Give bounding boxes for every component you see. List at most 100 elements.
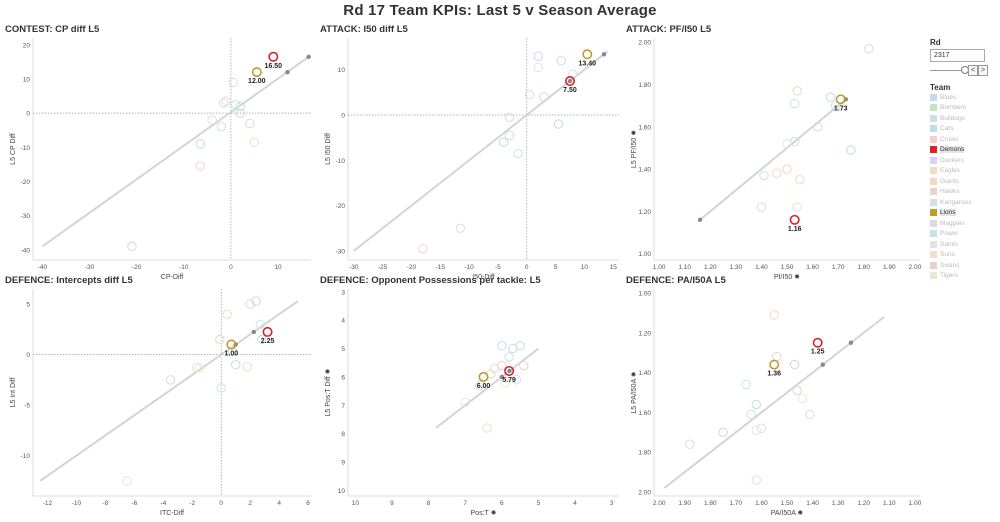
legend-item-blues[interactable]: Blues xyxy=(930,92,998,103)
season-average-dot[interactable] xyxy=(567,78,573,84)
team-point-lions[interactable] xyxy=(582,49,593,60)
team-point-kangaroos[interactable] xyxy=(511,375,522,385)
legend-item-lions[interactable]: Lions xyxy=(930,208,998,219)
team-point-giants[interactable] xyxy=(191,363,202,373)
season-average-dot[interactable] xyxy=(251,329,257,335)
team-point-lions[interactable] xyxy=(226,339,237,350)
team-point-magpies[interactable] xyxy=(455,223,466,233)
team-point-lions[interactable] xyxy=(769,359,780,370)
season-average-dot[interactable] xyxy=(601,52,607,57)
team-point-power[interactable] xyxy=(255,319,266,330)
rd-next-button[interactable]: > xyxy=(978,65,988,76)
team-point-blues[interactable] xyxy=(825,92,836,102)
team-point-swans[interactable] xyxy=(556,55,567,66)
team-point-crows[interactable] xyxy=(418,243,428,254)
team-point-cats[interactable] xyxy=(498,137,509,147)
team-point-saints[interactable] xyxy=(782,139,792,149)
team-point-blues[interactable] xyxy=(533,51,543,61)
team-point-demons[interactable] xyxy=(564,76,575,87)
team-point-magpies[interactable] xyxy=(805,409,815,420)
team-point-blues[interactable] xyxy=(718,427,728,438)
rd-prev-button[interactable]: < xyxy=(968,65,978,76)
team-point-kangaroos[interactable] xyxy=(789,98,800,109)
legend-item-kangaroos[interactable]: Kangaroos xyxy=(930,197,998,208)
legend-item-demons[interactable]: Demons xyxy=(930,145,998,156)
season-average-dot[interactable] xyxy=(848,340,854,345)
team-point-demons[interactable] xyxy=(268,51,279,62)
legend-item-swans[interactable]: Swans xyxy=(930,260,998,271)
team-point-kangaroos[interactable] xyxy=(228,346,238,357)
team-point-swans[interactable] xyxy=(792,385,802,396)
team-point-demons[interactable] xyxy=(504,365,515,376)
team-point-saints[interactable] xyxy=(122,476,132,486)
team-point-power[interactable] xyxy=(741,379,751,390)
team-point-lions[interactable] xyxy=(251,67,262,78)
team-point-magpies[interactable] xyxy=(685,439,695,449)
team-point-bulldogs[interactable] xyxy=(219,98,229,108)
season-average-dot[interactable] xyxy=(499,374,505,380)
legend-item-bombers[interactable]: Bombers xyxy=(930,103,998,114)
team-point-saints[interactable] xyxy=(460,397,470,408)
team-point-blues[interactable] xyxy=(127,241,137,252)
team-point-crows[interactable] xyxy=(772,351,782,362)
team-point-bombers[interactable] xyxy=(257,334,267,345)
team-point-suns[interactable] xyxy=(482,423,492,433)
season-average-dot[interactable] xyxy=(306,54,311,59)
team-point-bulldogs[interactable] xyxy=(504,112,515,122)
team-point-cats[interactable] xyxy=(231,360,241,370)
team-point-eagles[interactable] xyxy=(795,174,805,185)
team-point-bombers[interactable] xyxy=(792,86,802,96)
season-average-dot[interactable] xyxy=(697,217,703,223)
team-point-suns[interactable] xyxy=(249,137,260,147)
legend-item-giants[interactable]: Giants xyxy=(930,176,998,187)
team-point-lions[interactable] xyxy=(478,371,489,382)
legend-item-dockers[interactable]: Dockers xyxy=(930,155,998,166)
team-point-power[interactable] xyxy=(830,100,841,111)
team-point-crows[interactable] xyxy=(782,164,792,174)
team-point-crows[interactable] xyxy=(195,161,205,171)
team-point-magpies[interactable] xyxy=(756,202,767,212)
team-point-demons[interactable] xyxy=(262,326,273,337)
team-point-cats[interactable] xyxy=(195,139,205,149)
rd-filter-input[interactable]: 2317 xyxy=(930,49,985,62)
team-point-hawks[interactable] xyxy=(812,122,823,132)
team-point-demons[interactable] xyxy=(812,337,823,348)
team-point-magpies[interactable] xyxy=(245,118,255,129)
team-point-eagles[interactable] xyxy=(756,423,767,434)
legend-item-bulldogs[interactable]: Bulldogs xyxy=(930,113,998,124)
team-point-suns[interactable] xyxy=(751,475,762,485)
team-point-cats[interactable] xyxy=(235,101,246,112)
team-point-magpies[interactable] xyxy=(475,380,485,391)
legend-item-eagles[interactable]: Eagles xyxy=(930,166,998,177)
team-point-tigers[interactable] xyxy=(797,393,808,404)
legend-item-magpies[interactable]: Magpies xyxy=(930,218,998,229)
team-point-power[interactable] xyxy=(216,122,227,132)
rd-slider[interactable]: < > xyxy=(930,65,988,77)
team-point-tigers[interactable] xyxy=(194,363,205,373)
team-point-power[interactable] xyxy=(746,409,756,420)
team-point-cats[interactable] xyxy=(846,145,856,155)
team-point-tigers[interactable] xyxy=(500,377,511,388)
team-point-giants[interactable] xyxy=(769,310,779,320)
team-point-magpies[interactable] xyxy=(165,375,176,385)
team-point-kangaroos[interactable] xyxy=(228,77,238,88)
team-point-swans[interactable] xyxy=(251,296,261,306)
team-point-power[interactable] xyxy=(504,130,515,141)
legend-item-tigers[interactable]: Tigers xyxy=(930,271,998,282)
team-point-giants[interactable] xyxy=(222,309,232,319)
season-average-dot[interactable] xyxy=(820,362,826,367)
team-point-giants[interactable] xyxy=(207,115,217,125)
team-point-demons[interactable] xyxy=(789,214,800,225)
legend-item-power[interactable]: Power xyxy=(930,229,998,240)
season-average-dot[interactable] xyxy=(507,368,512,374)
legend-item-suns[interactable]: Suns xyxy=(930,250,998,261)
team-point-power[interactable] xyxy=(216,383,226,393)
team-point-power[interactable] xyxy=(759,170,769,181)
team-point-saints[interactable] xyxy=(533,62,543,73)
legend-item-crows[interactable]: Crows xyxy=(930,134,998,145)
team-point-eagles[interactable] xyxy=(221,96,231,106)
team-point-hawks[interactable] xyxy=(519,360,529,371)
team-point-giants[interactable] xyxy=(524,89,535,100)
team-point-cats[interactable] xyxy=(497,341,507,351)
team-point-bombers[interactable] xyxy=(515,341,525,351)
